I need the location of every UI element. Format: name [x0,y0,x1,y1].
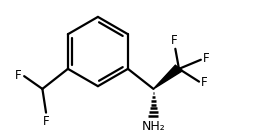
Polygon shape [153,65,183,89]
Text: NH₂: NH₂ [142,120,165,133]
Text: F: F [43,115,49,128]
Text: F: F [203,52,209,65]
Text: F: F [15,69,22,82]
Text: F: F [171,34,178,47]
Text: F: F [201,76,207,89]
